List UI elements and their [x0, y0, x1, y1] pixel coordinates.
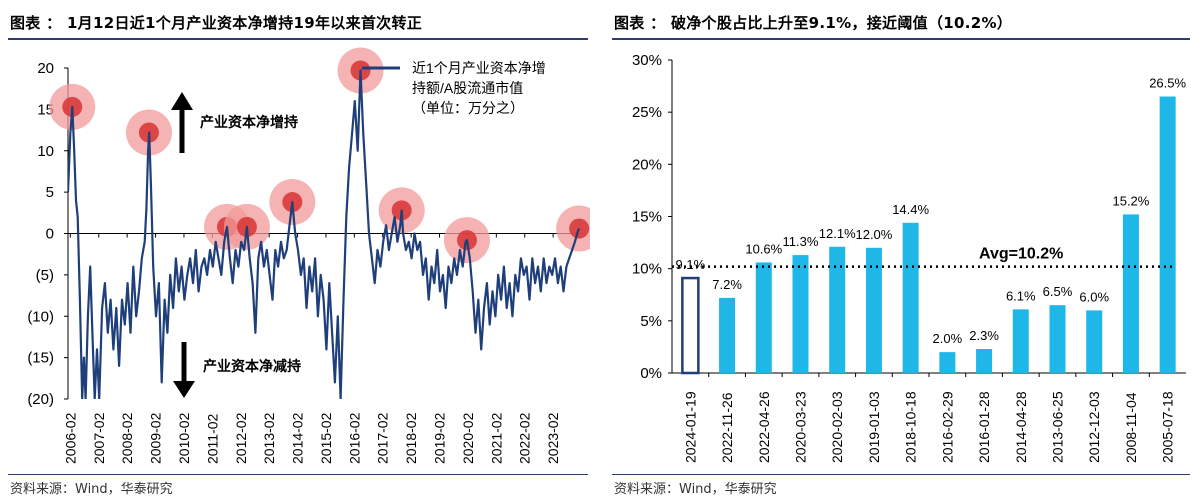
- x-category-label: 2016-01-28: [976, 391, 992, 463]
- x-category-label: 2022-11-26: [719, 392, 735, 463]
- x-tick-label: 2023-02: [545, 412, 561, 464]
- bar: [755, 262, 772, 373]
- y-tick-label: (10): [27, 308, 54, 325]
- bar-value-label: 7.2%: [712, 277, 742, 292]
- bar-value-label: 6.5%: [1043, 284, 1073, 299]
- x-tick-label: 2017-02: [375, 412, 391, 464]
- x-tick-label: 2008-02: [119, 412, 135, 464]
- right-bottom-rule: [612, 474, 1190, 475]
- y-tick-label: (20): [27, 391, 54, 408]
- x-category-label: 2020-03-23: [793, 391, 809, 463]
- x-tick-label: 2006-02: [62, 412, 78, 464]
- legend-text-line1: 近1个月产业资本净增: [412, 60, 546, 76]
- y-tick-label: 5%: [640, 313, 662, 330]
- y-tick-label: 20: [37, 60, 54, 77]
- bar-value-label: 6.0%: [1079, 289, 1109, 304]
- x-category-label: 2016-02-29: [939, 391, 955, 463]
- x-tick-label: 2021-02: [488, 412, 504, 464]
- x-category-label: 2019-01-03: [866, 391, 882, 463]
- x-category-label: 2018-10-18: [903, 391, 919, 463]
- annotation-increase: 产业资本净增持: [200, 114, 298, 130]
- y-tick-label: (5): [36, 267, 54, 284]
- x-tick-label: 2019-02: [432, 412, 448, 464]
- x-tick-label: 2020-02: [460, 412, 476, 464]
- bar: [939, 352, 956, 373]
- bar-value-label: 26.5%: [1149, 76, 1186, 91]
- bar: [865, 247, 882, 373]
- y-tick-label: (15): [27, 350, 54, 367]
- x-tick-label: 2009-02: [148, 412, 164, 464]
- x-category-label: 2022-04-26: [756, 391, 772, 463]
- bar: [829, 246, 846, 373]
- x-tick-label: 2011-02: [204, 413, 220, 464]
- right-chart-panel: 图表 ： 破净个股占比上升至9.1%，接近阈值（10.2%） 0% 5% 10% 15…: [604, 0, 1192, 499]
- bar-value-label: 2.3%: [969, 328, 999, 343]
- x-tick-label: 2010-02: [176, 412, 192, 464]
- x-category-label: 2014-04-28: [1013, 391, 1029, 463]
- legend-text-line3: （单位：万分之）: [412, 100, 524, 116]
- x-tick-label: 2014-02: [290, 412, 306, 464]
- average-label: Avg=10.2%: [979, 246, 1063, 263]
- bar: [719, 297, 736, 373]
- left-chart-title: 图表 ： 1月12日近1个月产业资本净增持19年以来首次转正: [10, 14, 423, 32]
- bar-value-label: 14.4%: [892, 202, 929, 217]
- bar-value-label: 6.1%: [1006, 288, 1036, 303]
- bar-value-label: 10.6%: [745, 241, 782, 256]
- x-tick-label: 2012-02: [233, 412, 249, 464]
- left-bottom-rule: [8, 474, 588, 475]
- x-category-label: 2013-06-25: [1050, 391, 1066, 463]
- up-arrow-head: [171, 92, 193, 110]
- right-title-rule: [612, 38, 1190, 40]
- bar: [1122, 214, 1139, 373]
- y-tick-label: 15%: [632, 209, 662, 226]
- right-source-note: 资料来源：Wind，华泰研究: [614, 482, 777, 497]
- y-tick-label: 0: [46, 226, 54, 243]
- y-tick-label: 5: [46, 184, 54, 201]
- x-category-label: 2012-12-03: [1086, 391, 1102, 463]
- y-tick-label: 20%: [632, 156, 662, 173]
- x-tick-label: 2007-02: [91, 412, 107, 464]
- x-tick-label: 2016-02: [346, 412, 362, 464]
- y-tick-label: 30%: [632, 52, 662, 69]
- bar: [1049, 305, 1066, 373]
- legend-text-line2: 持额/A股流通市值: [412, 80, 523, 96]
- bar-value-label: 15.2%: [1112, 193, 1149, 208]
- bar: [1159, 96, 1176, 374]
- y-tick-label: 0%: [640, 365, 662, 382]
- y-tick-label: 25%: [632, 104, 662, 121]
- bar: [792, 255, 809, 373]
- x-tick-label: 2013-02: [261, 412, 277, 464]
- x-category-label: 2008-11-04: [1123, 392, 1139, 463]
- left-source-note: 资料来源：Wind，华泰研究: [10, 482, 173, 497]
- bar: [976, 349, 993, 373]
- x-tick-label: 2022-02: [517, 412, 533, 464]
- x-tick-label: 2015-02: [318, 412, 334, 464]
- bar-value-label: 2.0%: [933, 331, 963, 346]
- bar-chart: 0% 5% 10% 15% 20% 25% 30% 9.1% 2024-01-19 7.2% 202…: [632, 52, 1187, 463]
- bar-value-label: 9.1%: [676, 257, 706, 272]
- left-title-rule: [8, 38, 588, 40]
- bar-value-label: 11.3%: [783, 234, 819, 249]
- x-tick-label: 2018-02: [403, 412, 419, 464]
- bar: [1012, 309, 1029, 373]
- bar: [1086, 310, 1103, 373]
- bar-value-label: 12.0%: [855, 227, 892, 242]
- x-category-label: 2024-01-19: [682, 391, 698, 463]
- y-tick-label: 10: [37, 143, 54, 160]
- down-arrow-head: [173, 381, 195, 398]
- x-category-label: 2005-07-18: [1160, 391, 1176, 463]
- annotation-decrease: 产业资本净减持: [203, 358, 301, 374]
- x-category-label: 2020-02-03: [829, 391, 845, 463]
- right-chart-title: 图表 ： 破净个股占比上升至9.1%，接近阈值（10.2%）: [614, 14, 1013, 32]
- bar-value-label: 12.1%: [819, 226, 856, 241]
- bar-highlighted: [681, 276, 700, 375]
- y-tick-label: 10%: [632, 261, 662, 278]
- series-line: [68, 69, 581, 399]
- bar: [902, 222, 919, 373]
- left-chart-panel: 图表 ： 1月12日近1个月产业资本净增持19年以来首次转正 20 15 10 5 0(…: [0, 0, 590, 499]
